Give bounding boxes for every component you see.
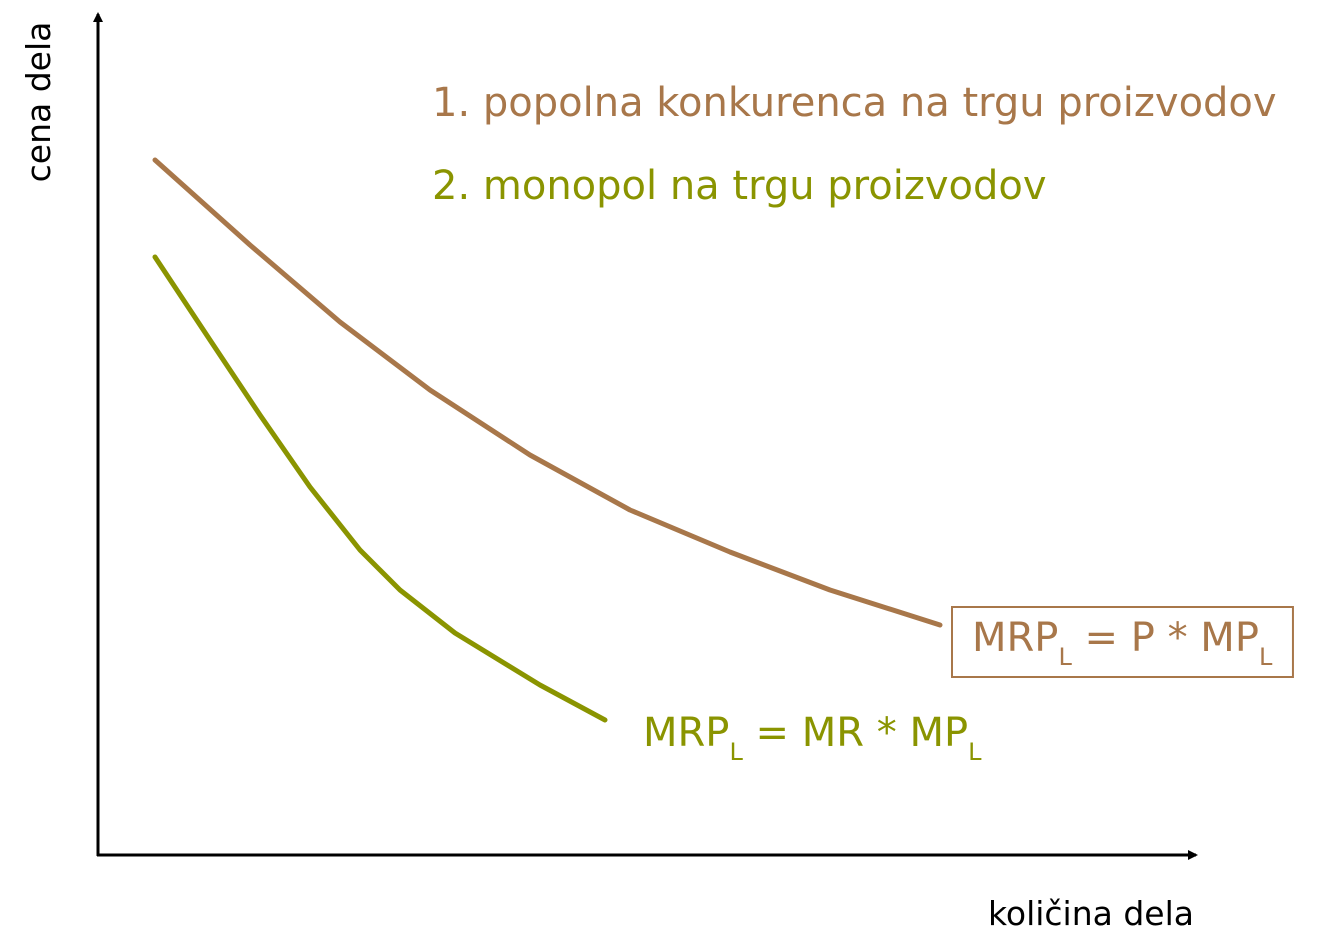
label-text: = MR * MP xyxy=(743,710,968,756)
curve-label: MRPL = P * MPL xyxy=(972,615,1273,671)
label-subscript: L xyxy=(968,738,982,766)
label-subscript: L xyxy=(1058,643,1072,671)
label-box xyxy=(951,606,1294,678)
legend-entry: 1. popolna konkurenca na trgu proizvodov xyxy=(432,80,1277,126)
y-axis-label: cena dela xyxy=(19,22,58,183)
label-subscript: L xyxy=(729,738,743,766)
label-subscript: L xyxy=(1259,643,1273,671)
x-axis-label: količina dela xyxy=(988,894,1194,929)
label-text: = P * MP xyxy=(1072,615,1259,661)
label-text: MRP xyxy=(643,710,729,756)
legend-entry: 2. monopol na trgu proizvodov xyxy=(432,163,1047,209)
label-text: MRP xyxy=(972,615,1058,661)
curve xyxy=(152,254,608,723)
curve xyxy=(152,157,943,628)
curve-label: MRPL = MR * MPL xyxy=(643,710,982,766)
